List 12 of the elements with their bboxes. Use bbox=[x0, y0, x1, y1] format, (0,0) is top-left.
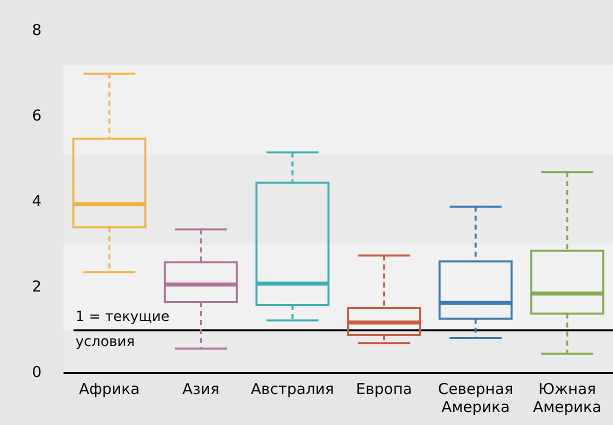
x-tick-label: Австралия bbox=[250, 380, 334, 398]
x-tick-label: Северная Америка bbox=[438, 380, 514, 416]
y-tick-label: 4 bbox=[32, 192, 42, 210]
y-tick-label: 0 bbox=[32, 362, 42, 381]
y-tick-label: 2 bbox=[32, 277, 42, 296]
x-tick-label: Южная Америка bbox=[533, 380, 602, 416]
x-tick-label: Азия bbox=[182, 380, 220, 398]
y-tick-label: 8 bbox=[32, 20, 42, 39]
ref-line-label: 1 = текущие условия bbox=[76, 308, 170, 350]
x-tick-label: Европа bbox=[356, 380, 412, 398]
x-tick-label: Африка bbox=[79, 380, 140, 398]
y-tick-label: 6 bbox=[32, 106, 42, 124]
